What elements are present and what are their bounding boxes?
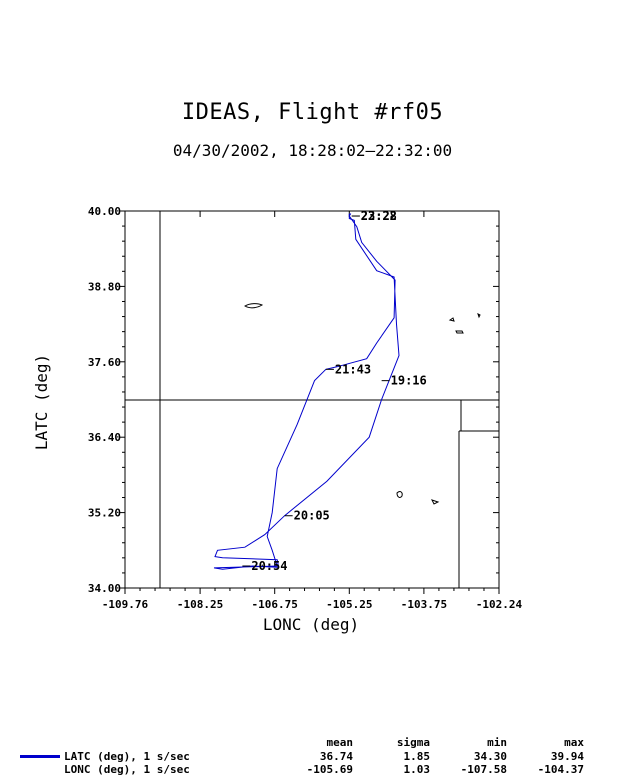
plot-frame <box>124 210 500 589</box>
stats-row-label: LATC (deg), 1 s/sec <box>64 750 190 763</box>
axis-ticks <box>119 210 500 594</box>
stats-value: -104.37 <box>537 763 584 776</box>
stats-header-min: min <box>487 736 507 749</box>
x-axis-label: LONC (deg) <box>263 615 359 634</box>
x-tick-label: -106.75 <box>252 598 298 611</box>
chart-subtitle: 04/30/2002, 18:28:02–22:32:00 <box>172 141 453 160</box>
lake-outlines <box>244 303 481 505</box>
state-borders <box>125 211 499 588</box>
stats-header-max: max <box>564 736 584 749</box>
y-tick-label: 34.00 <box>88 582 121 595</box>
y-axis-label: LATC (deg) <box>32 354 51 450</box>
time-annotation: 20:54 <box>251 559 287 573</box>
stats-header-sigma: sigma <box>396 736 430 749</box>
time-annotation: 22:22 <box>361 209 397 223</box>
x-tick-label: -108.25 <box>177 598 223 611</box>
statistics-table: mean sigma min max LATC (deg), 1 s/sec 3… <box>0 734 625 780</box>
x-tick-label: -105.25 <box>326 598 372 611</box>
x-tick-label: -109.76 <box>102 598 149 611</box>
flight-track-line-0 <box>213 213 400 570</box>
y-tick-label: 36.40 <box>88 431 121 444</box>
legend-line-swatch <box>20 755 60 758</box>
time-annotation: 19:16 <box>391 374 427 388</box>
stats-value: 1.03 <box>403 763 431 776</box>
chart-title: IDEAS, Flight #rf05 <box>181 100 444 125</box>
stats-header-mean: mean <box>326 736 354 749</box>
x-tick-label: -102.24 <box>476 598 523 611</box>
flight-track-plot: -109.76 -108.25 -106.75 -105.25 -103.75 -102.… <box>32 205 523 634</box>
stats-value: 34.30 <box>473 750 507 763</box>
y-tick-label: 38.80 <box>88 280 121 293</box>
y-tick-label: 35.20 <box>88 507 121 520</box>
x-tick-label: -103.75 <box>401 598 447 611</box>
axis-tick-labels: -109.76 -108.25 -106.75 -105.25 -103.75 -102.… <box>88 205 523 611</box>
time-annotation: 21:43 <box>335 362 371 376</box>
time-annotation: 20:05 <box>294 509 330 523</box>
stats-value: 1.85 <box>403 750 431 763</box>
stats-value: -107.58 <box>460 763 507 776</box>
y-tick-label: 37.60 <box>88 356 121 369</box>
time-annotation: 23:28 <box>361 209 397 223</box>
y-tick-label: 40.00 <box>88 205 121 218</box>
stats-row-label: LONC (deg), 1 s/sec <box>64 763 190 776</box>
stats-value: -105.69 <box>306 763 353 776</box>
stats-value: 39.94 <box>550 750 584 763</box>
stats-value: 36.74 <box>319 750 353 763</box>
flight-track-series <box>213 213 400 570</box>
